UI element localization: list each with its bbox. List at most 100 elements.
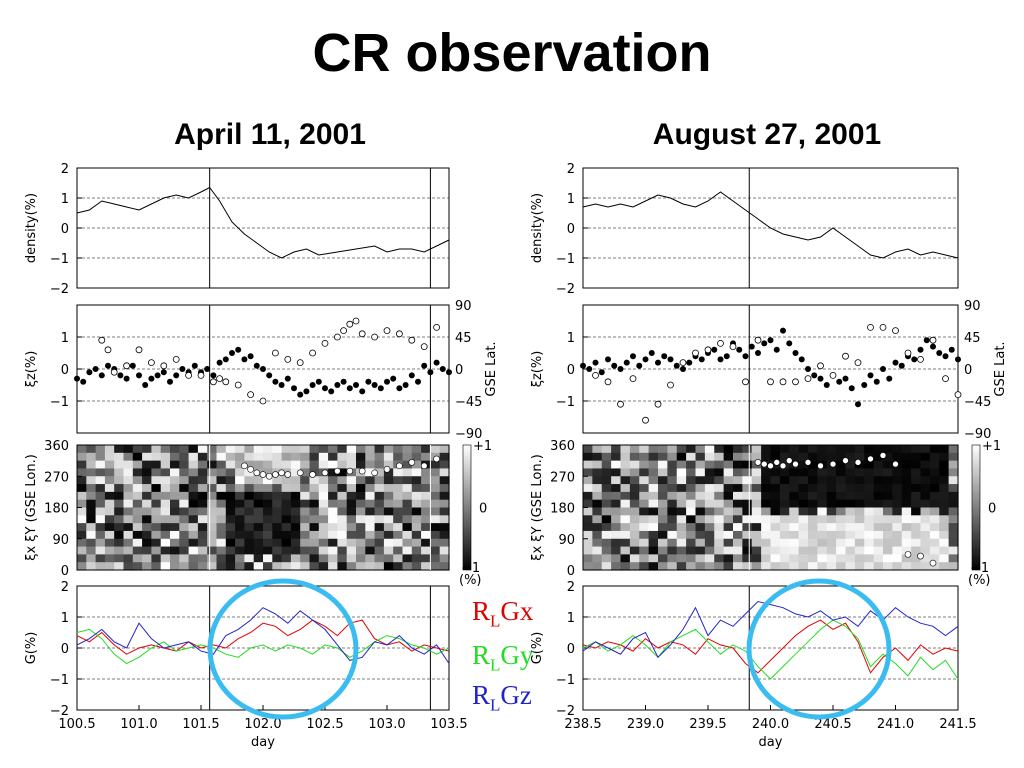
heatmap-cell: [281, 476, 292, 485]
heatmap-cell: [864, 460, 875, 470]
heatmap-cell: [328, 452, 338, 462]
heatmap-cell: [356, 538, 366, 548]
heatmap-cell: [751, 452, 762, 462]
heatmap-cell: [393, 562, 404, 571]
heatmap-cell: [629, 515, 640, 524]
heatmap-cell: [695, 476, 706, 485]
panel-0-xi_z-filled-point: [229, 350, 235, 356]
heatmap-cell: [328, 499, 338, 509]
heatmap-cell: [402, 538, 413, 548]
heatmap-cell: [714, 538, 725, 548]
heatmap-cell: [374, 554, 385, 563]
heatmap-cell: [86, 523, 97, 532]
heatmap-cell: [337, 468, 348, 477]
heatmap-cell: [104, 491, 115, 501]
panel-0-xi_z-open-point: [271, 349, 279, 357]
heatmap-cell: [337, 445, 348, 454]
panel-1-xi_z-y2tick-label: 0: [964, 363, 972, 378]
panel-1-xi_xy-circle-point: [773, 459, 781, 466]
heatmap-cell: [216, 562, 227, 571]
panel-1-xi_xy-circle-point: [785, 457, 793, 464]
heatmap-cell: [235, 452, 245, 462]
heatmap-cell: [929, 515, 940, 524]
heatmap-cell: [179, 460, 190, 470]
heatmap-cell: [583, 515, 593, 524]
heatmap-cell: [235, 546, 245, 555]
heatmap-cell: [290, 476, 301, 485]
heatmap-cell: [686, 523, 697, 532]
heatmap-cell: [365, 523, 376, 532]
heatmap-cell: [328, 460, 338, 470]
panel-1-density-ytick-label: 1: [567, 192, 575, 207]
heatmap-cell: [658, 546, 668, 555]
heatmap-cell: [207, 546, 218, 555]
heatmap-cell: [300, 445, 311, 454]
heatmap-cell: [356, 530, 366, 540]
heatmap-cell: [263, 476, 273, 485]
heatmap-cell: [845, 491, 856, 501]
heatmap-cell: [911, 546, 922, 555]
heatmap-cell: [733, 491, 743, 501]
heatmap-cell: [620, 476, 631, 485]
panel-1-G-xlabel: day: [759, 735, 783, 750]
heatmap-cell: [290, 507, 301, 516]
heatmap-cell: [901, 484, 912, 493]
heatmap-cell: [253, 491, 264, 501]
heatmap-cell: [402, 562, 413, 571]
panel-0-xi_z-filled-point: [365, 378, 372, 385]
heatmap-cell: [601, 460, 612, 470]
heatmap-cell: [892, 452, 903, 462]
panel-1-xi_xy-circle-point: [767, 462, 774, 470]
heatmap-cell: [244, 530, 255, 540]
heatmap-cell: [179, 523, 190, 532]
panel-1-xi_z-filled-point: [680, 366, 686, 372]
heatmap-cell: [402, 491, 413, 501]
heatmap-cell: [808, 538, 818, 548]
heatmap-cell: [611, 468, 622, 477]
heatmap-cell: [770, 546, 781, 555]
heatmap-cell: [639, 515, 650, 524]
panel-0-G-xtick-label: 102.5: [306, 717, 343, 732]
heatmap-cell: [151, 515, 162, 524]
heatmap-cell: [132, 562, 143, 571]
heatmap-cell: [883, 530, 893, 540]
panel-1-xi_z-filled-point: [655, 359, 661, 366]
heatmap-cell: [883, 562, 893, 571]
heatmap-cell: [733, 538, 743, 548]
panel-0-density-ytick-label: 2: [61, 162, 69, 177]
heatmap-cell: [948, 452, 959, 462]
heatmap-cell: [309, 515, 320, 524]
heatmap-cell: [235, 507, 245, 516]
heatmap-cell: [592, 515, 603, 524]
heatmap-cell: [751, 554, 762, 563]
panel-0-xi_z-open-point: [433, 323, 441, 331]
heatmap-cell: [845, 515, 856, 524]
heatmap-cell: [714, 484, 725, 493]
heatmap-cell: [151, 468, 162, 477]
heatmap-cell: [948, 538, 959, 548]
heatmap-cell: [160, 452, 171, 462]
heatmap-cell: [272, 460, 283, 470]
heatmap-cell: [207, 460, 218, 470]
heatmap-cell: [583, 445, 593, 454]
heatmap-cell: [658, 507, 668, 516]
heatmap-cell: [611, 515, 622, 524]
heatmap-cell: [789, 538, 800, 548]
heatmap-cell: [132, 523, 143, 532]
heatmap-cell: [411, 468, 422, 477]
panel-1-xi_z-open-point: [629, 375, 637, 383]
heatmap-cell: [854, 484, 865, 493]
heatmap-cell: [290, 499, 301, 509]
heatmap-cell: [920, 499, 931, 509]
panel-0-xi_z-filled-point: [173, 372, 180, 379]
panel-1-xi_z-filled-point: [955, 356, 961, 363]
heatmap-cell: [132, 476, 143, 485]
heatmap-cell: [686, 460, 697, 470]
heatmap-cell: [346, 476, 357, 485]
panel-0-xi_z-open-point: [216, 375, 224, 383]
heatmap-cell: [864, 484, 875, 493]
heatmap-cell: [281, 445, 292, 454]
heatmap-cell: [402, 484, 413, 493]
heatmap-cell: [789, 499, 800, 509]
heatmap-cell: [779, 491, 790, 501]
